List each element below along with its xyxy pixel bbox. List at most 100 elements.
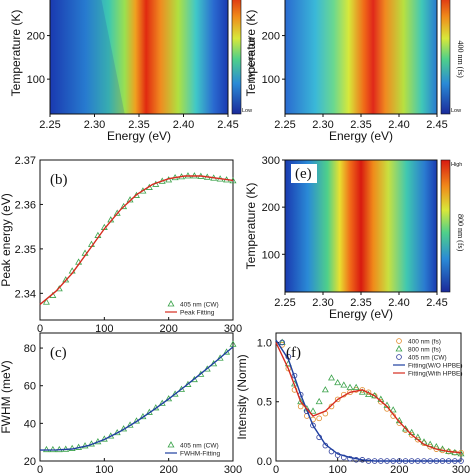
panel-label: (e) [295, 166, 312, 182]
legend-entry: 405 nm (CW) [180, 443, 219, 450]
data-point [389, 406, 397, 413]
series-fwhm-fitting [39, 346, 234, 451]
series-peak-fitting [39, 175, 234, 305]
data-point [278, 338, 286, 345]
data-point [139, 187, 147, 194]
x-tick-label: 2.30 [84, 119, 105, 131]
data-point [352, 383, 360, 390]
heatmap-image [50, 0, 228, 114]
legend-entry: 400 nm (fs) [408, 339, 441, 346]
legend: 400 nm (fs)800 nm (fs)405 nm (CW)Fitting… [393, 338, 463, 378]
data-point [42, 298, 50, 305]
y-axis-label: FWHM (meV) [0, 360, 13, 433]
y-tick-label: 100 [262, 249, 280, 261]
y-tick-label: 2.35 [15, 244, 36, 256]
series-line [39, 175, 234, 305]
heatmap-panel-d: 2.25 2.30 2.35 2.40 2.45 200 100 Energy (eV) Tem… [244, 0, 465, 143]
legend-entry: 800 nm (fs) [408, 347, 441, 354]
data-point [340, 381, 348, 388]
y-axis-label: Intensity (Norm) [235, 354, 249, 439]
x-tick-label: 100 [95, 464, 113, 474]
data-point [358, 388, 366, 395]
x-tick-label: 2.35 [128, 119, 149, 131]
data-point [395, 345, 403, 352]
line-panel-c: 0 100 200 300 20 40 60 80 FWHM (meV) 405 nm (CW)F… [0, 332, 242, 474]
y-tick-label: 2.37 [15, 155, 36, 167]
legend-entry: 405 nm (CW) [180, 302, 219, 309]
data-point [279, 339, 285, 346]
x-tick-label: 100 [328, 464, 346, 474]
x-tick-label: 2.40 [388, 119, 409, 131]
data-point [229, 340, 237, 347]
data-point [216, 354, 224, 361]
data-point [334, 396, 341, 403]
data-point [167, 300, 175, 307]
colorbar [231, 0, 242, 115]
y-tick-label: 1.0 [257, 337, 272, 349]
plot-frame [39, 159, 234, 321]
y-tick-label: 0.5 [257, 397, 272, 409]
line-panel-f: 0 100 200 300 0.0 0.5 1.0 Intensity (Norm) 400 n… [235, 332, 470, 474]
y-axis-label: Temperature (K) [244, 183, 258, 270]
x-tick-label: 100 [95, 323, 113, 335]
data-point [334, 378, 342, 386]
colorbar [440, 0, 451, 115]
x-tick-label: 0 [37, 323, 43, 335]
legend-entry: Peak Fitting [180, 310, 215, 317]
panel-label: (f) [286, 345, 301, 361]
series-line [39, 346, 234, 451]
data-point [167, 441, 175, 448]
x-axis-label: Energy (eV) [329, 307, 393, 321]
data-point [347, 455, 353, 462]
x-tick-label: 2.35 [350, 119, 371, 131]
data-point [310, 422, 316, 429]
panel-label: (b) [50, 172, 68, 188]
x-tick-label: 2.25 [274, 119, 295, 131]
data-point [178, 385, 186, 392]
heatmap-shading [50, 0, 125, 114]
y-tick-label: 2.36 [15, 199, 36, 211]
x-axis-label: Energy (eV) [107, 129, 171, 143]
x-tick-label: 2.30 [312, 297, 333, 309]
heatmap-panel-e: 2.25 2.30 2.35 2.40 2.45 300 200 100 Energy (eV)… [244, 155, 465, 321]
colorbar-title: 800 nm (fs) [456, 214, 465, 252]
colorbar-low-label: Low [451, 108, 461, 114]
x-tick-label: 2.45 [426, 297, 447, 309]
series-line [275, 342, 462, 454]
x-tick-label: 2.35 [350, 297, 371, 309]
data-point [439, 445, 446, 452]
series-line [275, 339, 461, 462]
heatmap-image [285, 0, 437, 114]
y-tick-label: 60 [24, 381, 36, 393]
data-point [309, 407, 317, 414]
x-tick-label: 200 [159, 323, 177, 335]
x-tick-label: 300 [452, 464, 470, 474]
x-tick-label: 2.25 [39, 119, 60, 131]
x-tick-label: 300 [224, 323, 242, 335]
x-tick-label: 2.30 [312, 119, 333, 131]
colorbar-low-label: Low [242, 108, 252, 114]
data-point [184, 380, 192, 387]
y-tick-label: 200 [262, 31, 280, 43]
panel-label-box [291, 164, 317, 183]
colorbar-title: 405 nm (CW) [247, 37, 256, 82]
x-tick-label: 0 [37, 464, 43, 474]
y-tick-label: 200 [27, 31, 45, 43]
data-point [315, 397, 323, 405]
colorbar-title: 400 nm (fs) [456, 40, 465, 78]
legend-entry: 405 nm (CW) [408, 355, 447, 362]
x-axis-label: Energy (eV) [329, 129, 393, 143]
colorbar-high-label: High [451, 162, 462, 168]
data-point [328, 374, 335, 381]
y-tick-label: 100 [262, 74, 280, 86]
series-fitting-with-hpbe- [275, 342, 462, 454]
legend-entry: Fitting(W/O HPBE) [408, 363, 463, 370]
x-tick-label: 200 [159, 464, 177, 474]
y-tick-label: 20 [24, 456, 36, 468]
y-tick-label: 300 [262, 155, 280, 167]
panel-label: (c) [50, 345, 67, 361]
legend: 405 nm (CW)FWHM-Fitting [165, 441, 220, 458]
legend-entry: FWHM-Fitting [180, 451, 220, 458]
